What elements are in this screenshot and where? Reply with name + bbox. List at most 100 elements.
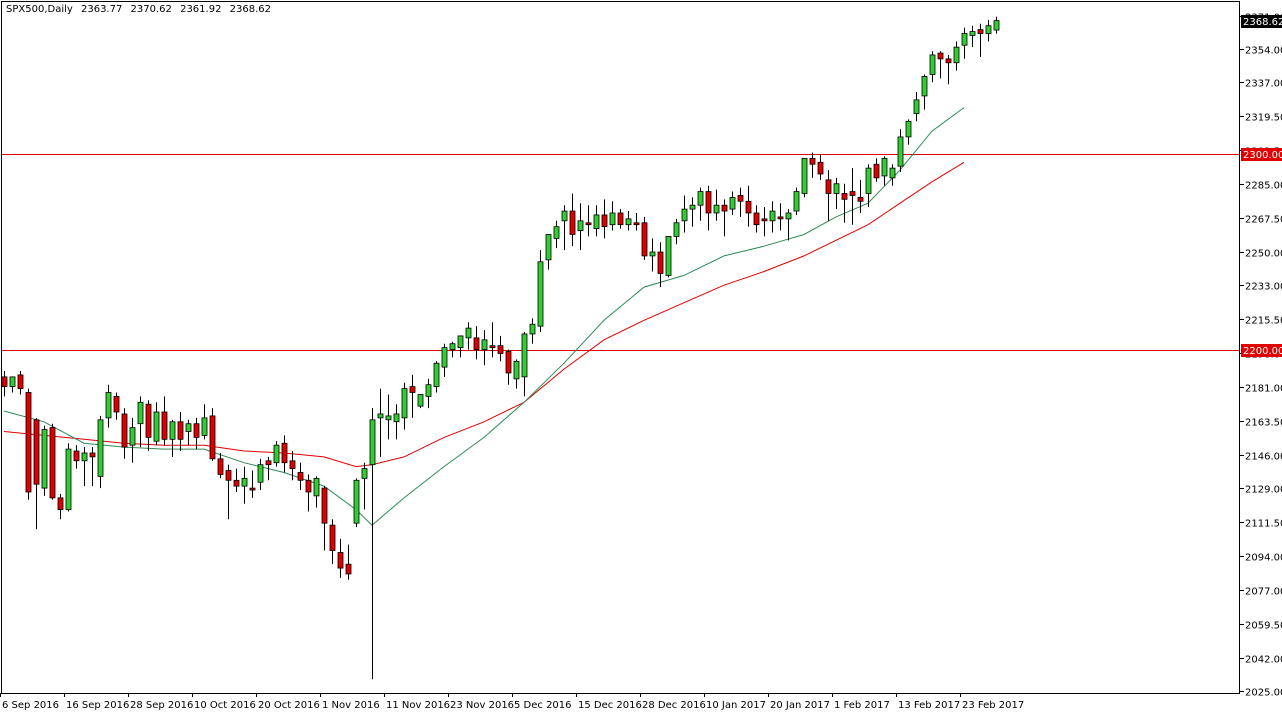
candle (409, 374, 416, 418)
candle-body-bull (353, 479, 360, 524)
candle (777, 203, 784, 231)
y-tick-label: 2129.00 (1245, 485, 1282, 496)
candle (625, 211, 632, 231)
candle (833, 177, 840, 210)
y-tick-label: 2059.50 (1245, 621, 1282, 632)
candle-body-bear (473, 337, 480, 350)
y-tick-label: 2233.00 (1245, 282, 1282, 293)
candle-body-bull (105, 392, 112, 419)
candle-body-bear (737, 195, 744, 202)
x-tick-label: 16 Sep 2016 (66, 700, 129, 711)
candle (105, 384, 112, 428)
y-tick-label: 2354.00 (1245, 46, 1282, 57)
moving-averages (3, 107, 965, 526)
candle-body-bear (753, 212, 760, 226)
candle (569, 193, 576, 247)
candle-body-bull (153, 411, 160, 442)
candle-body-bear (601, 214, 608, 228)
candle (545, 234, 552, 270)
candle (641, 216, 648, 260)
candle (961, 27, 968, 59)
candle-body-bear (777, 216, 784, 220)
candle-body-bull (953, 46, 960, 64)
level-lines (1, 154, 1240, 351)
candle (817, 154, 824, 180)
candle-body-bear (329, 524, 336, 551)
candle (825, 170, 832, 221)
candle-body-bear (209, 415, 216, 460)
candle-body-bear (49, 427, 56, 499)
x-tick-label: 5 Dec 2016 (514, 700, 572, 711)
candle-body-bull (361, 468, 368, 479)
candle (473, 326, 480, 360)
candle-body-bear (89, 452, 96, 458)
candle-body-bull (625, 218, 632, 226)
candle (201, 404, 208, 440)
candle-body-bull (561, 210, 568, 222)
candle-body-bear (321, 487, 328, 524)
y-tick-label: 2319.50 (1245, 113, 1282, 124)
candle (417, 394, 424, 409)
candle-body-bull (881, 157, 888, 177)
candle-body-bull (649, 251, 656, 257)
y-tick-label: 2215.50 (1245, 316, 1282, 327)
candle-body-bear (569, 210, 576, 235)
candle (81, 447, 88, 487)
candle-body-bull (137, 401, 144, 425)
candle-body-bull (433, 362, 440, 388)
x-tick-label: 20 Jan 2017 (770, 700, 830, 711)
candle (561, 205, 568, 251)
candle-body-bull (65, 448, 72, 510)
header-low: 2361.92 (180, 4, 221, 15)
candle (297, 462, 304, 491)
candle (305, 474, 312, 512)
candle (177, 412, 184, 452)
candle (529, 318, 536, 344)
candle (609, 201, 616, 231)
candle-body-bear (161, 411, 168, 440)
candle (929, 51, 936, 83)
slow-moving-average-line (3, 161, 965, 468)
candle (601, 199, 608, 239)
candle-body-bull (889, 167, 896, 179)
candle-body-bear (497, 345, 504, 354)
candle (729, 191, 736, 215)
candle (945, 54, 952, 85)
candle (857, 179, 864, 214)
candle (89, 447, 96, 487)
candle (577, 203, 584, 251)
candle-body-bull (665, 236, 672, 276)
y-tick-label: 2285.00 (1245, 181, 1282, 192)
candle-body-bull (257, 464, 264, 483)
y-tick-label: 2337.00 (1245, 79, 1282, 90)
y-tick-label: 2146.00 (1245, 452, 1282, 463)
candle-body-bull (793, 191, 800, 212)
plot-frame (1, 1, 1240, 694)
candle-body-bear (817, 161, 824, 175)
candle-body-bear (17, 374, 24, 389)
candle (977, 23, 984, 57)
candle (257, 458, 264, 491)
candle (505, 349, 512, 385)
candle-body-bear (945, 58, 952, 64)
candle (737, 187, 744, 217)
candle-body-bull (393, 413, 400, 423)
x-tick-label: 28 Dec 2016 (642, 700, 706, 711)
candle (465, 322, 472, 350)
candle (249, 470, 256, 498)
candle (617, 209, 624, 229)
candle-body-bear (217, 458, 224, 475)
candle (537, 250, 544, 333)
candle (441, 343, 448, 377)
candle (841, 183, 848, 223)
candle (273, 441, 280, 467)
x-tick-label: 10 Oct 2016 (194, 700, 256, 711)
candle (169, 419, 176, 457)
candle-body-bear (281, 442, 288, 464)
candle-body-bear (617, 212, 624, 226)
candle (217, 452, 224, 479)
candle-body-bull (369, 419, 376, 466)
candle (513, 359, 520, 389)
candle-body-bear (841, 193, 848, 200)
